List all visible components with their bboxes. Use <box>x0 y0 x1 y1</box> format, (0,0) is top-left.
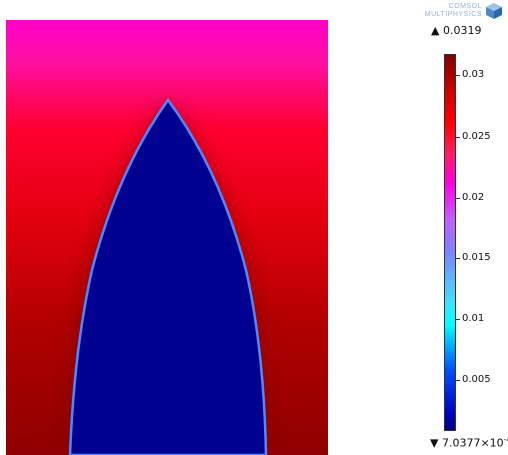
logo-text: COMSOL MULTIPHYSICS <box>425 3 482 19</box>
colorbar-tick <box>456 75 460 76</box>
colorbar-tick-label: 0.02 <box>462 192 485 203</box>
colorbar-tick <box>456 258 460 259</box>
colorbar-tick <box>456 380 460 381</box>
colorbar-tick-label: 0.015 <box>462 252 491 263</box>
colorbar-tick <box>456 137 460 138</box>
colorbar-tick <box>456 319 460 320</box>
colorbar-tick-label: 0.03 <box>462 69 485 80</box>
colorbar-tick-label: 0.01 <box>462 313 485 324</box>
colorbar-max-label: ▲ 0.0319 <box>431 24 482 37</box>
colorbar-tick-label: 0.005 <box>462 374 491 385</box>
logo-line2: MULTIPHYSICS <box>424 11 482 18</box>
colorbar-tick-label: 0.025 <box>462 131 491 142</box>
surface-plot[interactable] <box>6 20 328 455</box>
colorbar-min-exponent: -4 <box>503 436 508 444</box>
logo-line1: COMSOL <box>448 3 482 10</box>
colorbar-min-label: ▼ 7.0377×10-4 <box>430 436 508 450</box>
colorbar <box>444 54 456 431</box>
bullet-shape-svg <box>66 97 268 455</box>
cube-icon <box>486 3 502 19</box>
colorbar-tick <box>456 198 460 199</box>
colorbar-min-prefix: ▼ 7.0377×10 <box>430 436 504 450</box>
bullet-region <box>68 97 268 455</box>
comsol-logo: COMSOL MULTIPHYSICS <box>400 2 504 22</box>
